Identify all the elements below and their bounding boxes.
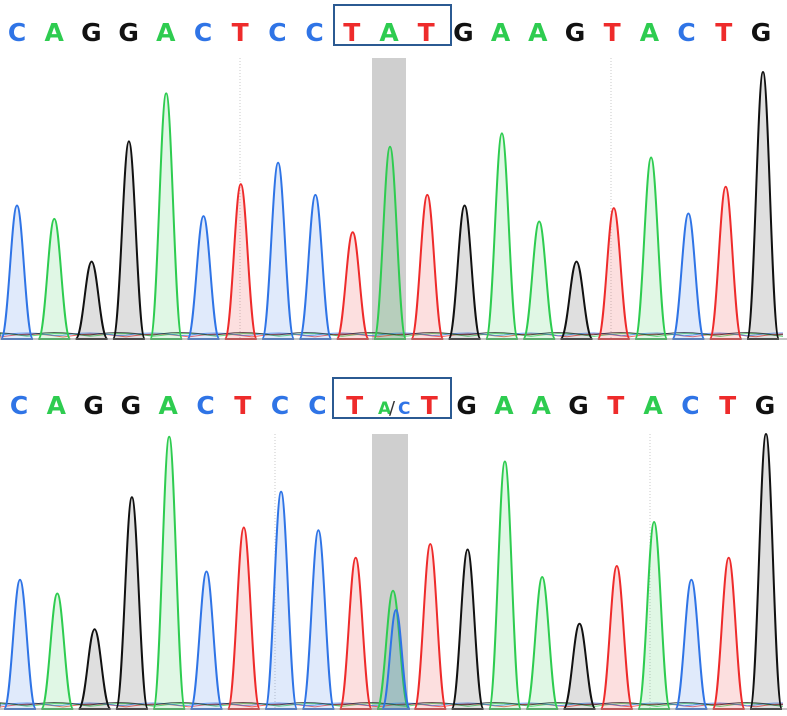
base-call-cytosine: C [194,18,212,47]
peak-adenine [487,460,522,710]
peak-adenine [37,217,72,340]
peak-guanine [77,628,112,710]
base-call-cytosine: C [305,18,323,47]
base-call-adenine: A [47,391,67,420]
base-call-thymine: T [346,391,363,420]
base-call-cytosine: C [308,391,326,420]
peak-thymine [226,526,261,710]
base-call-guanine: G [83,391,104,420]
base-call-adenine: A [378,399,392,419]
base-call-thymine: T [715,18,732,47]
peak-thymine [599,564,634,710]
peak-adenine [634,156,669,340]
peak-thymine [335,231,370,340]
peak-cytosine [674,578,709,710]
base-call-adenine: A [491,18,511,47]
peak-cytosine [0,204,34,340]
peak-guanine [746,70,780,340]
baseline-noise-trace [0,331,784,337]
peak-cytosine [186,215,221,340]
base-call-cytosine: C [677,18,695,47]
base-call-cytosine: C [268,18,286,47]
peak-cytosine-secondary [381,608,411,710]
peak-cytosine [298,193,333,340]
base-call-cytosine: C [8,18,26,47]
base-call-adenine: A [45,18,65,47]
base-call-thymine: T [719,391,736,420]
peak-thymine [410,193,445,340]
base-call-guanine: G [568,391,589,420]
peak-adenine [40,592,75,710]
codon-highlight-box [333,4,452,46]
base-call-guanine: G [751,18,772,47]
base-call-cytosine: C [271,391,289,420]
peak-cytosine [301,529,336,710]
peak-thymine [338,556,373,710]
base-call-guanine: G [453,18,474,47]
base-call-adenine: A [643,391,663,420]
base-call-adenine: A [494,391,514,420]
peak-cytosine [189,570,224,710]
peak-thymine [596,207,631,340]
peak-thymine [711,556,746,710]
base-call-cytosine: C [10,391,28,420]
base-call-guanine: G [121,391,142,420]
base-call-thymine: T [607,391,624,420]
peak-cytosine [261,161,296,340]
peak-adenine [149,92,184,340]
base-call-thymine: T [234,391,251,420]
base-call-guanine: G [755,391,776,420]
peak-guanine [749,432,783,710]
base-call-adenine: A [159,391,179,420]
codon-highlight-box [332,377,452,419]
peak-cytosine [671,212,706,340]
base-call-guanine: G [565,18,586,47]
peak-adenine [484,132,519,340]
base-call-thymine: T [232,18,249,47]
peak-guanine [114,496,149,710]
variant-chromatogram-panel: C A G G A C T C C T A/C T G A A G T A C T G [0,377,787,710]
peak-thymine [708,185,743,340]
peak-guanine [562,622,597,710]
peak-adenine [373,145,407,340]
baseline-noise-trace [0,703,784,708]
peak-cytosine [3,578,37,710]
base-call-thymine: T [604,18,621,47]
peak-thymine [413,542,448,710]
peak-adenine [522,220,557,340]
peak-cytosine [264,490,299,710]
base-call-cytosine: C [681,391,699,420]
base-call-cytosine: C [196,391,214,420]
base-call-adenine: A [528,18,548,47]
base-call-guanine: G [118,18,139,47]
peak-guanine [74,260,109,340]
base-call-thymine: T [418,18,435,47]
baseline-noise-trace [0,701,784,707]
peak-guanine [111,140,146,340]
peak-thymine [223,183,258,340]
peak-adenine [152,435,187,710]
base-call-thymine: T [421,391,438,420]
peak-adenine [637,520,672,710]
base-call-adenine: A [379,18,399,47]
peak-adenine [525,575,560,710]
base-call-adenine: A [640,18,660,47]
baseline-noise-trace [0,333,784,338]
base-call-thymine: T [343,18,360,47]
base-call-adenine: A [156,18,176,47]
heterozygous-slash: / [389,398,396,419]
base-call-guanine: G [81,18,102,47]
peak-guanine [447,204,482,340]
base-call-adenine: A [532,391,552,420]
peak-guanine [450,548,485,710]
peak-adenine [376,589,410,710]
base-call-guanine: G [456,391,477,420]
peak-guanine [559,260,594,340]
base-call-cytosine: C [398,399,410,419]
